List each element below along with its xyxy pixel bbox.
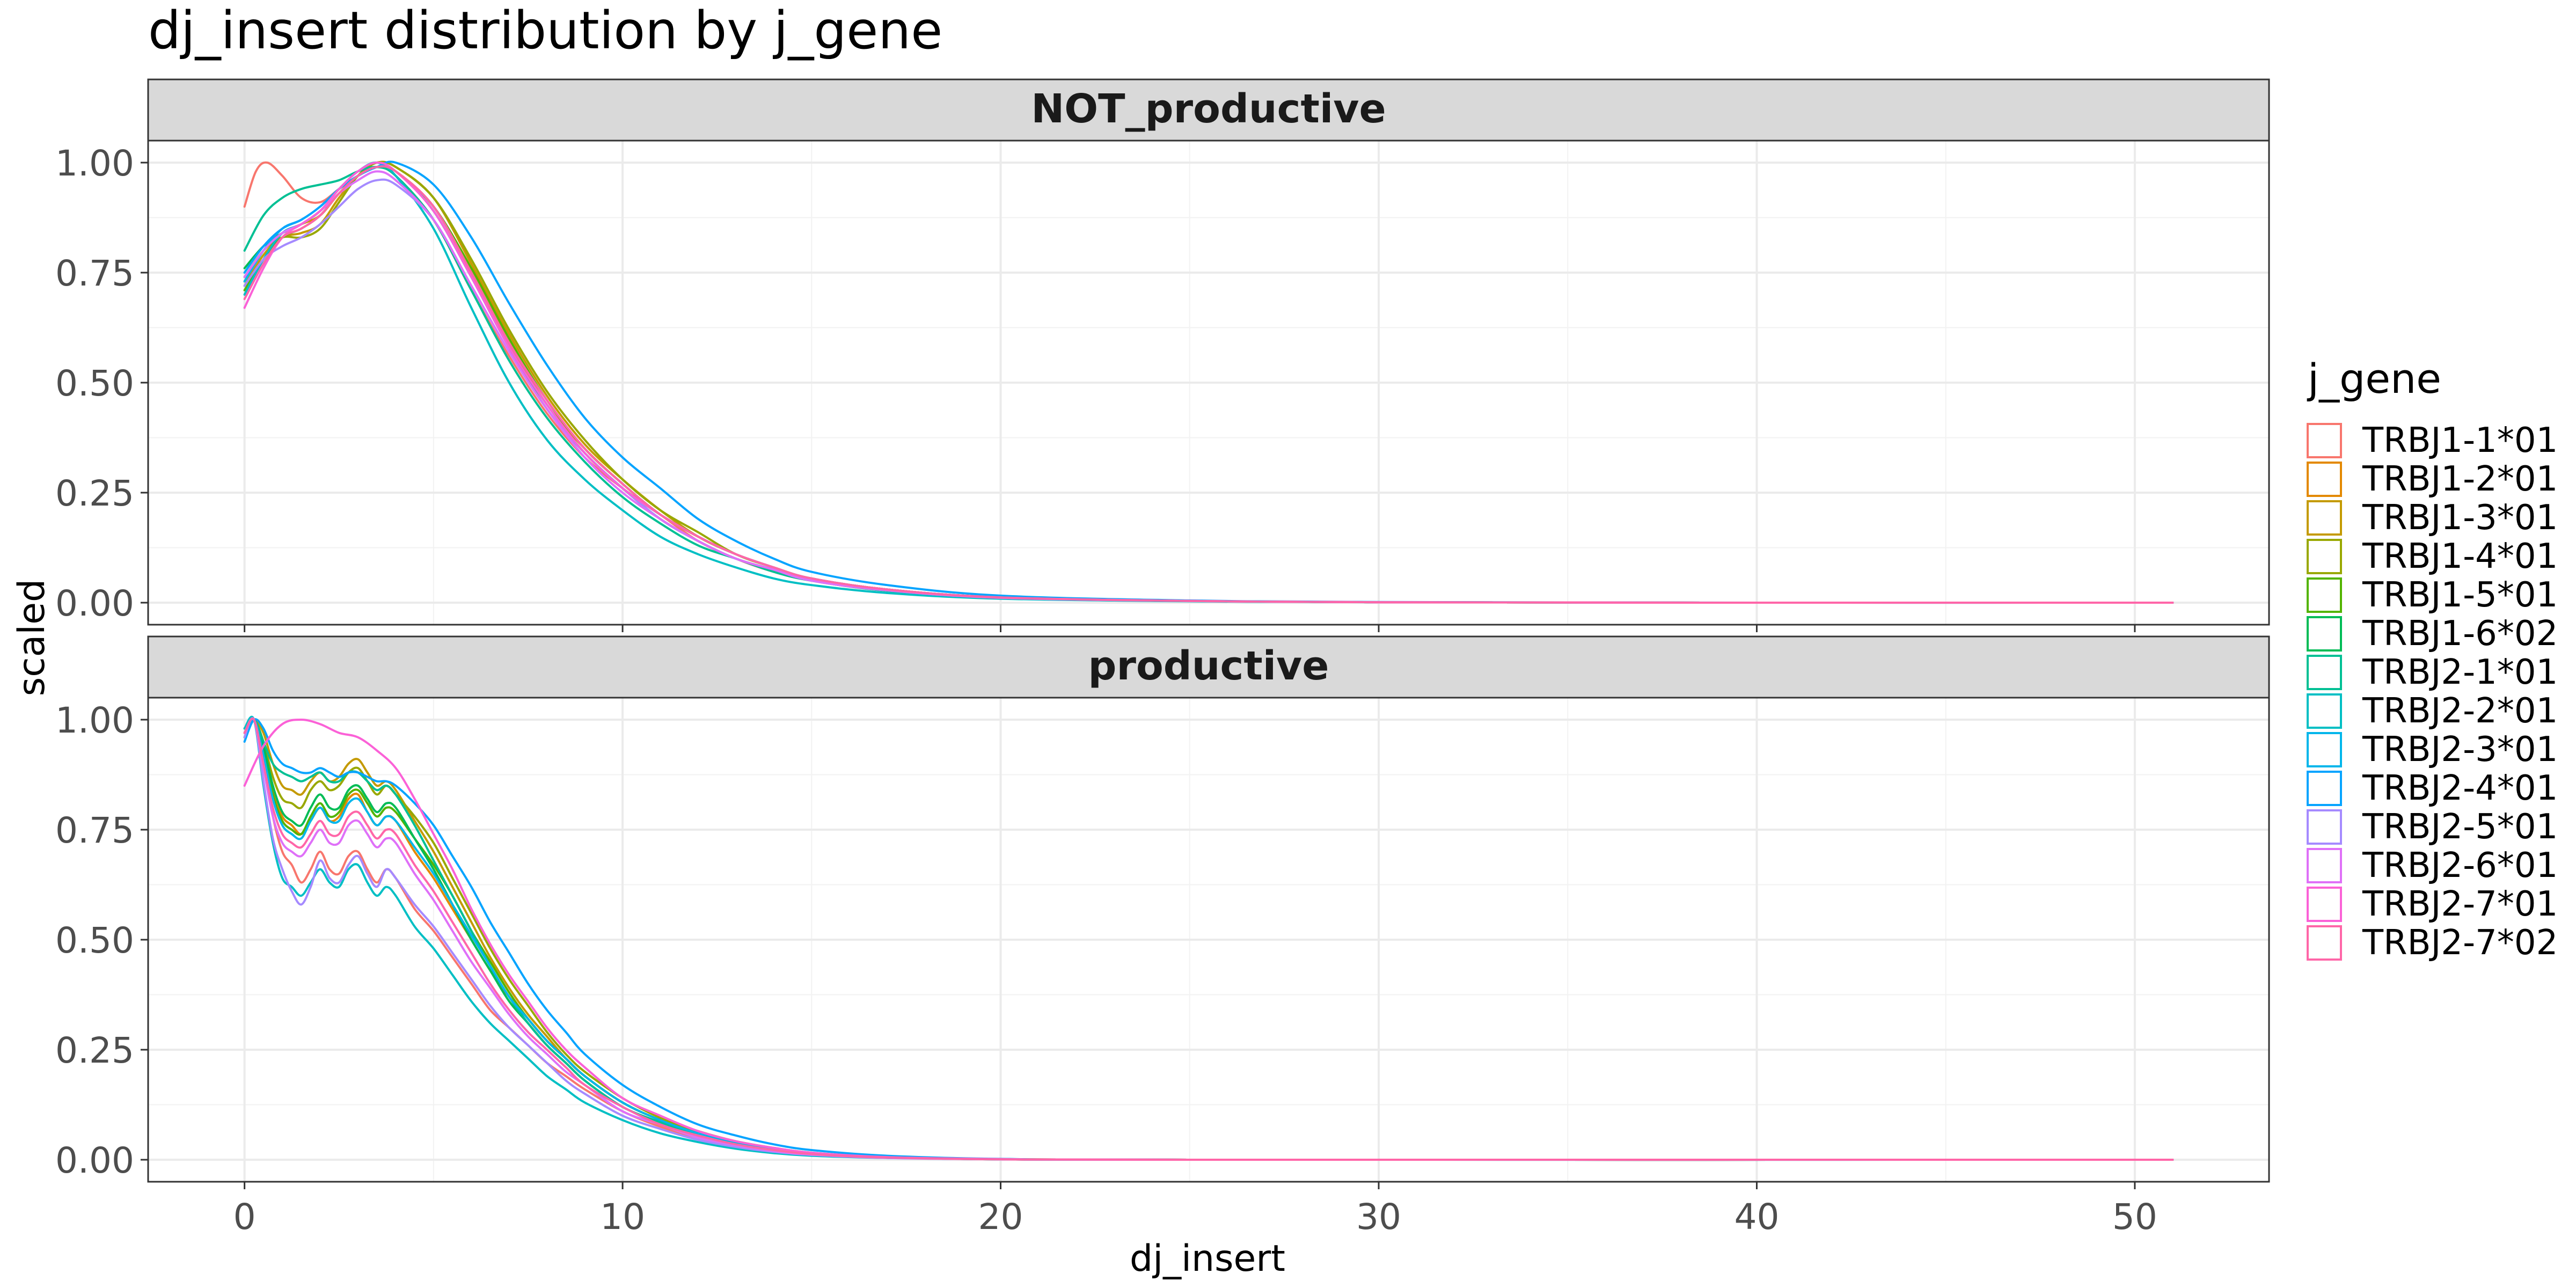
- legend-item-trbj2-5-01: TRBJ2-5*01: [2307, 807, 2558, 847]
- legend-key: [2307, 577, 2342, 613]
- legend-label: TRBJ2-5*01: [2362, 807, 2558, 847]
- series-lines: [243, 160, 2174, 604]
- legend-key: [2307, 771, 2342, 806]
- legend-item-trbj1-6-02: TRBJ1-6*02: [2307, 614, 2558, 654]
- legend-title: j_gene: [2307, 355, 2441, 402]
- series-lines: [243, 715, 2174, 1161]
- legend-item-trbj2-3-01: TRBJ2-3*01: [2307, 730, 2558, 770]
- legend-key: [2307, 732, 2342, 767]
- facet-panel-1: productive 0.00 0.25 0.50 0.75 1.00 0 10 20 30 40 5…: [55, 635, 2270, 1238]
- legend-label: TRBJ2-7*01: [2362, 884, 2558, 924]
- series-line-trbj2-7-02: [243, 165, 2174, 604]
- legend-item-trbj1-1-01: TRBJ1-1*01: [2307, 421, 2558, 460]
- legend-key: [2307, 500, 2342, 536]
- x-tick-label: 0: [233, 1196, 256, 1238]
- series-line-trbj2-7-02: [243, 718, 2174, 1161]
- x-axis-label: dj_insert: [1130, 1238, 1285, 1280]
- legend-key: [2307, 887, 2342, 922]
- y-tick-label: 0.75: [55, 810, 134, 851]
- legend-label: TRBJ1-2*01: [2362, 459, 2558, 499]
- legend-label: TRBJ2-1*01: [2362, 653, 2558, 692]
- y-tick-label: 0.25: [55, 473, 134, 514]
- legend-label: TRBJ2-4*01: [2362, 769, 2558, 808]
- legend-item-trbj2-4-01: TRBJ2-4*01: [2307, 769, 2558, 808]
- x-tick-label: 50: [2112, 1196, 2157, 1238]
- legend-label: TRBJ2-7*02: [2362, 923, 2558, 963]
- y-axis-label: scaled: [11, 579, 53, 696]
- legend-label: TRBJ1-5*01: [2362, 575, 2558, 615]
- legend-item-trbj2-7-02: TRBJ2-7*02: [2307, 923, 2558, 963]
- x-tick-label: 40: [1734, 1196, 1779, 1238]
- y-tick-label: 0.75: [55, 253, 134, 294]
- legend-key: [2307, 848, 2342, 883]
- legend-key: [2307, 925, 2342, 961]
- legend-label: TRBJ1-1*01: [2362, 421, 2558, 460]
- x-tick-label: 30: [1356, 1196, 1401, 1238]
- y-tick-label: 1.00: [55, 143, 134, 184]
- y-tick-label: 0.00: [55, 583, 134, 624]
- legend-item-trbj2-6-01: TRBJ2-6*01: [2307, 846, 2558, 885]
- legend-item-trbj1-3-01: TRBJ1-3*01: [2307, 498, 2558, 538]
- legend-key: [2307, 693, 2342, 729]
- legend-item-trbj1-5-01: TRBJ1-5*01: [2307, 575, 2558, 615]
- legend-key: [2307, 423, 2342, 458]
- facet-panels: NOT_productive0.000.250.500.751.00produc…: [55, 78, 2270, 1238]
- y-tick-label: 0.50: [55, 920, 134, 961]
- y-tick-label: 0.50: [55, 363, 134, 404]
- legend-key: [2307, 462, 2342, 497]
- y-tick-label: 1.00: [55, 700, 134, 741]
- facet-panel-0: NOT_productive 0.00 0.25 0.50 0.75 1.00: [55, 78, 2270, 632]
- legend-key: [2307, 655, 2342, 690]
- legend-label: TRBJ1-3*01: [2362, 498, 2558, 538]
- legend-item-trbj2-1-01: TRBJ2-1*01: [2307, 653, 2558, 692]
- legend-label: TRBJ2-6*01: [2362, 846, 2558, 885]
- legend-label: TRBJ1-4*01: [2362, 537, 2558, 576]
- legend-item-trbj1-2-01: TRBJ1-2*01: [2307, 459, 2558, 499]
- facet-strip-label: NOT_productive: [1031, 86, 1386, 132]
- x-tick-label: 20: [978, 1196, 1023, 1238]
- legend-item-trbj2-7-01: TRBJ2-7*01: [2307, 884, 2558, 924]
- y-tick-label: 0.00: [55, 1140, 134, 1181]
- legend-label: TRBJ2-3*01: [2362, 730, 2558, 770]
- chart-title: dj_insert distribution by j_gene: [148, 1, 942, 61]
- legend-item-trbj2-2-01: TRBJ2-2*01: [2307, 691, 2558, 731]
- facet-strip-1: [147, 635, 2270, 699]
- facet-strip-label: productive: [1088, 643, 1329, 689]
- y-tick-label: 0.25: [55, 1030, 134, 1071]
- legend-key: [2307, 539, 2342, 574]
- x-tick-label: 10: [600, 1196, 645, 1238]
- legend-key: [2307, 809, 2342, 845]
- legend-label: TRBJ1-6*02: [2362, 614, 2558, 654]
- facet-strip-0: [147, 78, 2270, 142]
- legend: j_gene TRBJ1-1*01TRBJ1-2*01TRBJ1-3*01TRB…: [2307, 355, 2558, 963]
- legend-label: TRBJ2-2*01: [2362, 691, 2558, 731]
- legend-key: [2307, 616, 2342, 652]
- legend-item-trbj1-4-01: TRBJ1-4*01: [2307, 537, 2558, 576]
